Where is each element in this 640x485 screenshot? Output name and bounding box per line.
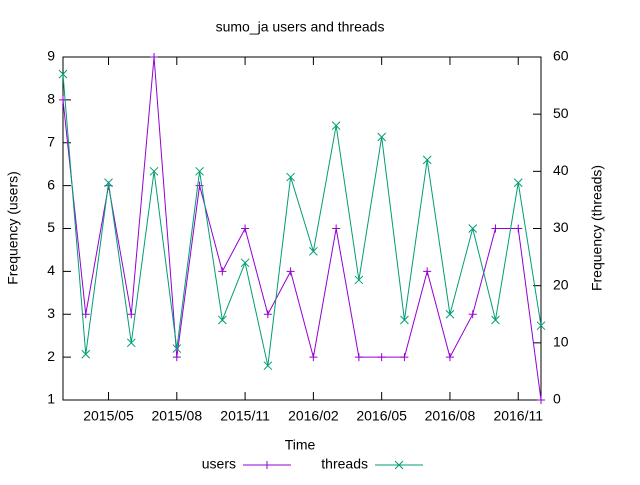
point [331, 121, 341, 130]
point [309, 247, 318, 256]
point [354, 353, 363, 362]
y-tick-label: 8 [47, 91, 55, 107]
point [536, 321, 546, 331]
y-tick-label: 3 [47, 305, 55, 321]
plot-border [62, 56, 542, 401]
point [491, 315, 500, 325]
point [377, 353, 386, 362]
legend-label: threads [321, 456, 368, 472]
point [286, 172, 295, 182]
x-tick-label: 2015/05 [83, 408, 134, 424]
point [514, 224, 523, 233]
point [263, 461, 271, 469]
point [126, 338, 136, 348]
series-line [62, 74, 542, 366]
y2-tick-label: 40 [553, 162, 569, 178]
series-line [62, 56, 542, 401]
point [240, 258, 250, 268]
x-tick-label: 2016/02 [288, 408, 339, 424]
point [354, 275, 364, 285]
y-tick-label: 4 [47, 262, 55, 278]
point [468, 310, 477, 319]
y-tick-label: 1 [47, 391, 55, 407]
point [445, 309, 455, 319]
x-tick-label: 2016/05 [356, 408, 407, 424]
point [172, 353, 181, 362]
y-tick-label: 2 [47, 348, 55, 364]
point [263, 361, 273, 371]
point [127, 310, 136, 319]
y2-tick-label: 20 [553, 276, 569, 292]
point [263, 310, 272, 319]
chart-title: sumo_ja users and threads [216, 19, 385, 35]
point [468, 224, 478, 233]
point [150, 53, 159, 61]
point [195, 166, 204, 176]
y2-tick-label: 50 [553, 105, 569, 121]
y-tick-label: 6 [47, 176, 55, 192]
point [423, 267, 432, 276]
point [241, 224, 250, 233]
y2-tick-label: 10 [553, 334, 569, 350]
point [217, 315, 227, 325]
point [59, 95, 67, 104]
point [81, 349, 91, 359]
point [377, 132, 387, 142]
y2-tick-label: 60 [553, 48, 569, 64]
point [537, 396, 545, 404]
legend-label: users [202, 456, 236, 472]
y-axis-label: Frequency (users) [5, 171, 21, 285]
point [286, 267, 295, 276]
point [104, 178, 113, 188]
y2-tick-label: 0 [553, 391, 561, 407]
x-tick-label: 2016/08 [425, 408, 476, 424]
y2-tick-label: 30 [553, 219, 569, 235]
y-tick-label: 9 [47, 48, 55, 64]
x-tick-label: 2016/11 [493, 408, 543, 424]
x-tick-label: 2015/11 [220, 408, 270, 424]
point [309, 353, 318, 362]
point [149, 166, 159, 176]
point [218, 267, 227, 276]
point [332, 224, 341, 233]
point [400, 315, 409, 325]
point [81, 310, 90, 319]
y-tick-label: 5 [47, 219, 55, 235]
point [445, 353, 454, 362]
point [513, 178, 523, 188]
point [58, 69, 68, 79]
point [491, 224, 500, 233]
y2-axis-label: Frequency (threads) [589, 165, 605, 291]
x-tick-label: 2015/08 [152, 408, 203, 424]
point [394, 460, 404, 470]
point [172, 344, 182, 353]
point [422, 155, 432, 165]
y-tick-label: 7 [47, 133, 55, 149]
point [400, 353, 409, 362]
x-axis-label: Time [285, 437, 316, 453]
